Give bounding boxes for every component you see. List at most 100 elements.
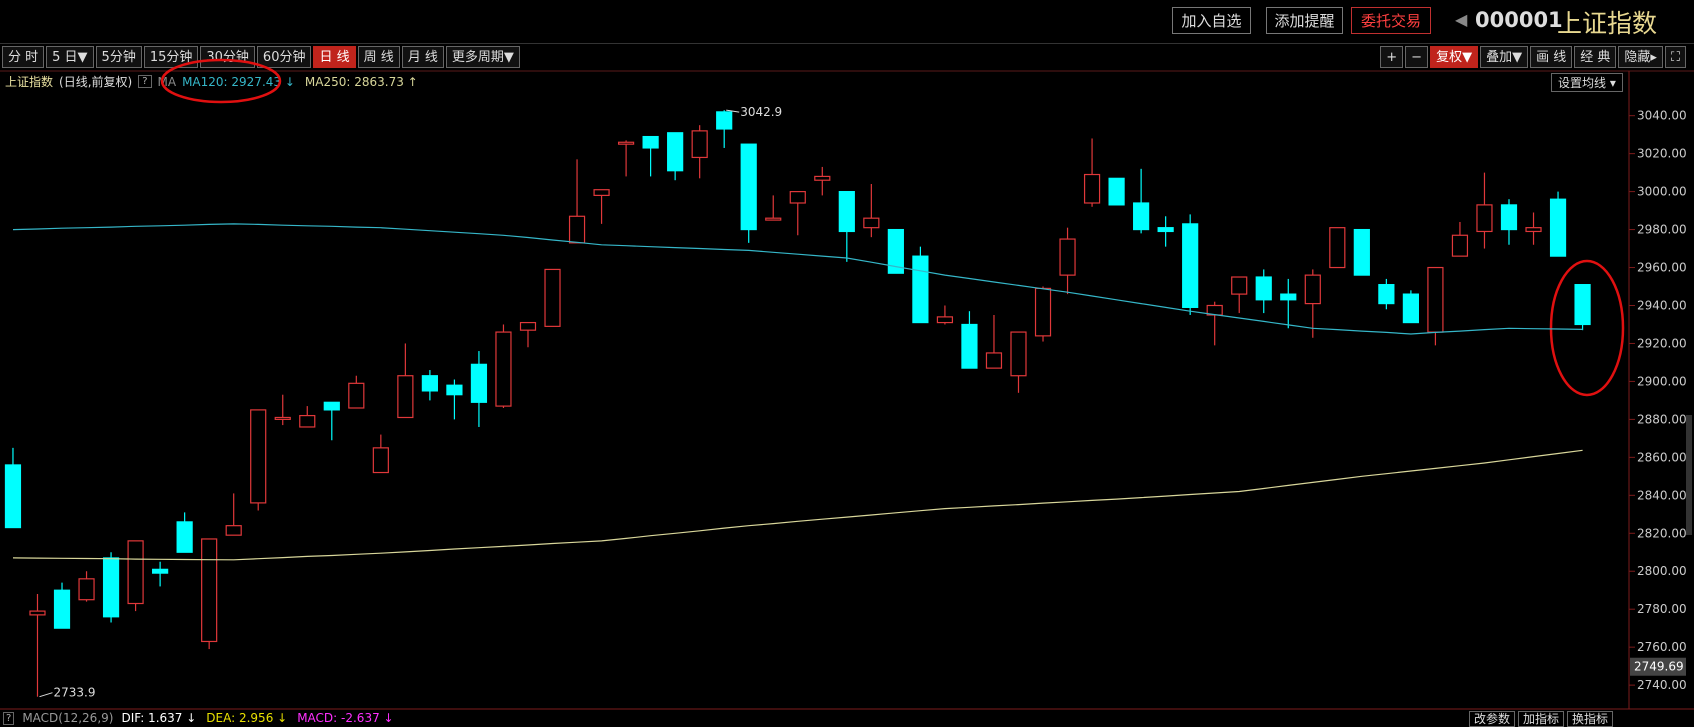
candle-body [1378, 284, 1395, 305]
candle-body [1304, 274, 1321, 305]
candle-body [838, 191, 855, 233]
indicator-button[interactable]: 改参数 [1469, 711, 1516, 727]
indicator-line: ? MACD(12,26,9) DIF: 1.637 ↓ DEA: 2.956 ↓… [3, 711, 394, 725]
candle-body [78, 578, 95, 601]
ma-legend-item: MA120: 2927.43 ↓ [182, 74, 295, 89]
help[interactable]: ? [3, 711, 15, 725]
candle-body [1255, 276, 1272, 301]
candle-body [1280, 293, 1297, 301]
period-tab[interactable]: 日 线 [313, 46, 356, 68]
y-tick-label: 2920.00 [1637, 336, 1687, 350]
y-tick-label: 2940.00 [1637, 298, 1687, 312]
candle-body [4, 464, 22, 529]
tool-tab[interactable]: 叠加▼ [1480, 46, 1529, 68]
candle-body [1034, 287, 1052, 337]
period-tab[interactable]: 月 线 [401, 46, 444, 68]
candle-body [53, 589, 71, 629]
candle-body [1231, 276, 1248, 295]
y-tick-label: 2820.00 [1637, 526, 1687, 540]
ma-legend: MA120: 2927.43 ↓ MA250: 2863.73 ↑ [182, 75, 418, 89]
tool-tab[interactable]: + [1380, 46, 1404, 68]
extreme-label: 2733.9 [53, 686, 95, 700]
candle-body [593, 189, 610, 197]
candle-body [127, 540, 144, 605]
candle-body [323, 401, 340, 411]
candle-body [250, 409, 267, 504]
candle-body [1500, 204, 1518, 231]
candle-body [765, 217, 782, 221]
prev-arrow[interactable]: ◀ [1455, 10, 1468, 29]
y-tick-label: 2980.00 [1637, 223, 1687, 237]
candle-body [274, 416, 291, 420]
tool-tab[interactable]: ⛶ [1664, 46, 1686, 68]
candle-body [887, 228, 904, 274]
candle-body [495, 331, 512, 407]
candle-body [1059, 238, 1076, 276]
y-tick-label: 3000.00 [1637, 185, 1687, 199]
candle-body [789, 191, 806, 204]
tool-tab[interactable]: 隐藏▸ [1618, 46, 1663, 68]
ma-settings[interactable]: 设置均线 ▾ [1551, 73, 1623, 92]
candle-body [1157, 227, 1174, 233]
ma-line [12, 223, 1583, 335]
scrollbar[interactable] [1686, 415, 1692, 535]
indicator-button[interactable]: 加指标 [1518, 711, 1565, 727]
highlight-circle [160, 58, 282, 104]
period-tab[interactable]: 5分钟 [95, 46, 142, 68]
candle-body [568, 215, 586, 244]
candle-body [446, 384, 463, 396]
period-tab[interactable]: 更多周期▼ [445, 46, 520, 68]
y-tick-label: 2880.00 [1637, 412, 1687, 426]
ma-legend-item: MA250: 2863.73 ↑ [304, 74, 418, 89]
candle-body [1402, 293, 1419, 324]
candle-body [1353, 228, 1370, 276]
candle-body [1329, 227, 1346, 269]
y-tick-label: 2960.00 [1637, 261, 1687, 275]
candle-body [912, 255, 929, 324]
period-tab[interactable]: 周 线 [357, 46, 400, 68]
y-tick-label: 2860.00 [1637, 450, 1687, 464]
y-tick-label: 2780.00 [1637, 602, 1687, 616]
candle-body [372, 447, 389, 474]
period-tab[interactable]: 分 时 [2, 46, 45, 68]
tool-tab[interactable]: − [1405, 46, 1429, 68]
help[interactable]: ? [138, 75, 152, 88]
candle-body [1451, 234, 1469, 257]
stock-code: 000001 [1475, 8, 1563, 32]
candle-body [29, 610, 46, 616]
candle-body [1010, 331, 1027, 377]
indicator-button[interactable]: 换指标 [1567, 711, 1614, 727]
candle-body [1549, 198, 1567, 257]
candle-body [176, 521, 193, 553]
indicator-value: DEA: 2.956 ↓ [206, 711, 288, 725]
y-tick-label: 2740.00 [1637, 678, 1687, 692]
candle-body [421, 375, 438, 392]
candle-body [1083, 173, 1101, 204]
tool-tab[interactable]: 画 线 [1530, 46, 1573, 68]
tool-tab[interactable]: 复权▼ [1430, 46, 1479, 68]
period-tab[interactable]: 15分钟 [143, 46, 199, 68]
y-tick-label: 2840.00 [1637, 488, 1687, 502]
indicator-name: MACD(12,26,9) [22, 711, 114, 725]
last-price-label: 2749.69 [1634, 660, 1684, 674]
candle-body [1574, 284, 1591, 326]
candle-body [299, 414, 316, 428]
candle-body [152, 568, 169, 574]
y-tick-label: 3020.00 [1637, 147, 1687, 161]
candle-body [691, 130, 708, 159]
period-tab[interactable]: 60分钟 [256, 46, 312, 68]
candle-body [740, 143, 757, 231]
indicator-value: DIF: 1.637 ↓ [121, 711, 197, 725]
tool-tab[interactable]: 经 典 [1574, 46, 1617, 68]
candle-body [1476, 204, 1493, 233]
button[interactable]: 添加提醒 [1266, 7, 1343, 34]
button[interactable]: 委托交易 [1351, 7, 1431, 34]
last-price-box [1630, 657, 1686, 676]
period-tab[interactable]: 5 日▼ [46, 46, 94, 68]
candle-body [348, 382, 365, 409]
candle-body [102, 557, 120, 618]
button[interactable]: 加入自选 [1172, 7, 1251, 34]
